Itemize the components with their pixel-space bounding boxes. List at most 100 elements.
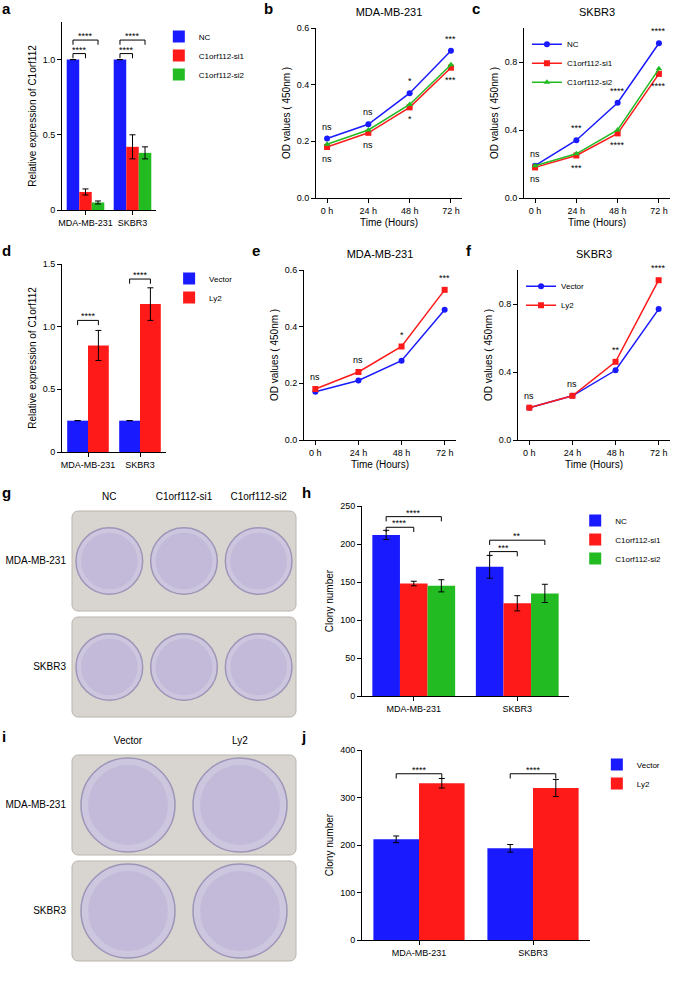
svg-text:****: **** xyxy=(392,518,407,528)
svg-text:**: ** xyxy=(513,531,521,541)
svg-text:MDA-MB-231: MDA-MB-231 xyxy=(5,555,66,566)
svg-text:****: **** xyxy=(651,81,666,91)
svg-text:MDA-MB-231: MDA-MB-231 xyxy=(58,218,113,228)
svg-text:250: 250 xyxy=(340,501,355,511)
svg-text:ns: ns xyxy=(353,355,363,365)
svg-text:****: **** xyxy=(651,263,666,273)
svg-text:MDA-MB-231: MDA-MB-231 xyxy=(386,704,441,714)
svg-text:0.6: 0.6 xyxy=(285,265,298,275)
svg-text:24 h: 24 h xyxy=(350,448,368,458)
svg-text:0: 0 xyxy=(50,447,55,457)
svg-text:****: **** xyxy=(133,270,148,280)
svg-text:0.4: 0.4 xyxy=(499,367,512,377)
svg-text:SKBR3: SKBR3 xyxy=(579,6,615,18)
svg-text:0.4: 0.4 xyxy=(285,322,298,332)
svg-text:0.0: 0.0 xyxy=(285,435,298,445)
svg-text:*: * xyxy=(408,76,412,86)
svg-text:MDA-MB-231: MDA-MB-231 xyxy=(61,460,116,470)
svg-text:Vector: Vector xyxy=(209,275,232,284)
svg-text:Vector: Vector xyxy=(637,761,660,770)
svg-text:ns: ns xyxy=(524,391,534,401)
svg-text:***: *** xyxy=(571,123,582,133)
svg-text:48 h: 48 h xyxy=(609,206,627,216)
svg-text:72 h: 72 h xyxy=(442,206,460,216)
svg-text:C1orf112-si1: C1orf112-si1 xyxy=(567,59,613,68)
svg-text:SKBR3: SKBR3 xyxy=(125,460,155,470)
svg-text:****: **** xyxy=(610,86,625,96)
svg-text:0.8: 0.8 xyxy=(505,57,518,67)
svg-text:ns: ns xyxy=(567,379,577,389)
svg-text:****: **** xyxy=(72,45,87,55)
svg-text:****: **** xyxy=(406,508,421,518)
svg-text:0.4: 0.4 xyxy=(505,125,518,135)
svg-text:****: **** xyxy=(651,26,666,36)
svg-text:*: * xyxy=(400,330,404,340)
svg-text:ns: ns xyxy=(530,149,540,159)
svg-text:Vector: Vector xyxy=(561,282,584,291)
svg-text:C1orf112-si2: C1orf112-si2 xyxy=(230,491,287,502)
svg-text:Relative expression of C1orf11: Relative expression of C1orf112 xyxy=(27,45,38,187)
svg-text:SKBR3: SKBR3 xyxy=(33,905,66,916)
svg-text:ns: ns xyxy=(322,154,332,164)
svg-text:0.4: 0.4 xyxy=(297,80,310,90)
svg-text:Ly2: Ly2 xyxy=(232,735,248,746)
svg-text:300: 300 xyxy=(340,793,355,803)
svg-text:48 h: 48 h xyxy=(401,206,419,216)
svg-text:Relative expression of C1orf11: Relative expression of C1orf112 xyxy=(27,287,38,429)
svg-text:1.5: 1.5 xyxy=(43,259,56,269)
svg-text:0.8: 0.8 xyxy=(499,299,512,309)
svg-text:ns: ns xyxy=(363,140,373,150)
svg-text:1.0: 1.0 xyxy=(43,322,56,332)
svg-text:SKBR3: SKBR3 xyxy=(576,248,612,260)
svg-text:72 h: 72 h xyxy=(436,448,454,458)
svg-text:48 h: 48 h xyxy=(607,448,625,458)
svg-text:1.0: 1.0 xyxy=(43,55,56,65)
svg-text:C1orf112-si2: C1orf112-si2 xyxy=(615,555,661,564)
svg-text:SKBR3: SKBR3 xyxy=(518,948,548,958)
svg-text:****: **** xyxy=(81,311,96,321)
svg-text:Ly2: Ly2 xyxy=(561,301,574,310)
svg-text:0 h: 0 h xyxy=(309,448,322,458)
svg-text:***: *** xyxy=(571,163,582,173)
svg-text:0 h: 0 h xyxy=(529,206,542,216)
svg-text:0.5: 0.5 xyxy=(43,384,56,394)
svg-text:NC: NC xyxy=(199,33,211,42)
svg-text:NC: NC xyxy=(102,491,116,502)
svg-text:***: *** xyxy=(445,75,456,85)
svg-text:MDA-MB-231: MDA-MB-231 xyxy=(5,799,66,810)
svg-text:SKBR3: SKBR3 xyxy=(33,661,66,672)
svg-text:MDA-MB-231: MDA-MB-231 xyxy=(356,6,423,18)
svg-text:0.0: 0.0 xyxy=(505,193,518,203)
svg-text:NC: NC xyxy=(615,517,627,526)
svg-text:200: 200 xyxy=(340,539,355,549)
svg-text:Ly2: Ly2 xyxy=(209,294,222,303)
svg-text:OD values ( 450nm ): OD values ( 450nm ) xyxy=(483,309,494,401)
svg-text:200: 200 xyxy=(340,840,355,850)
svg-text:0 h: 0 h xyxy=(523,448,536,458)
svg-text:150: 150 xyxy=(340,577,355,587)
svg-text:OD values ( 450nm ): OD values ( 450nm ) xyxy=(269,309,280,401)
svg-text:24 h: 24 h xyxy=(568,206,586,216)
svg-text:*: * xyxy=(408,114,412,124)
svg-text:C1orf112-si2: C1orf112-si2 xyxy=(567,78,613,87)
svg-text:0.6: 0.6 xyxy=(297,23,310,33)
svg-text:72 h: 72 h xyxy=(650,206,668,216)
svg-text:50: 50 xyxy=(345,653,355,663)
svg-text:MDA-MB-231: MDA-MB-231 xyxy=(392,948,447,958)
svg-text:****: **** xyxy=(610,140,625,150)
svg-text:ns: ns xyxy=(363,107,373,117)
svg-text:72 h: 72 h xyxy=(650,448,668,458)
svg-text:NC: NC xyxy=(567,40,579,49)
svg-text:ns: ns xyxy=(310,372,320,382)
svg-text:****: **** xyxy=(119,45,134,55)
svg-text:****: **** xyxy=(412,765,427,775)
svg-text:0 h: 0 h xyxy=(321,206,334,216)
svg-text:24 h: 24 h xyxy=(564,448,582,458)
svg-text:MDA-MB-231: MDA-MB-231 xyxy=(347,248,414,260)
svg-text:24 h: 24 h xyxy=(360,206,378,216)
svg-text:****: **** xyxy=(78,31,93,41)
svg-text:Time (Hours): Time (Hours) xyxy=(360,217,418,228)
svg-text:OD values ( 450nm ): OD values ( 450nm ) xyxy=(489,67,500,159)
svg-text:0.2: 0.2 xyxy=(297,136,310,146)
svg-text:0: 0 xyxy=(350,935,355,945)
